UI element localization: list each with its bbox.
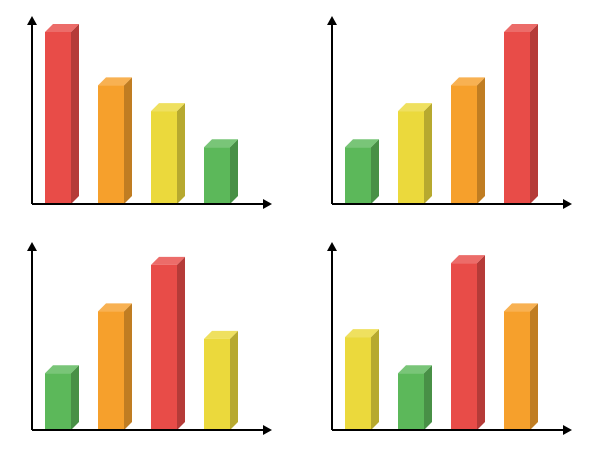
- bar-green: [45, 365, 79, 430]
- bar-side-face: [177, 256, 185, 430]
- bar-front-face: [451, 263, 477, 430]
- bar-orange: [98, 303, 132, 430]
- bar-top-face: [98, 303, 132, 312]
- bar-side-face: [230, 139, 238, 204]
- bar-top-face: [398, 103, 432, 112]
- bar-side-face: [424, 103, 432, 204]
- bar-top-face: [204, 330, 238, 339]
- chart-panel-bottom-right: [327, 242, 572, 435]
- bar-top-face: [451, 255, 485, 264]
- bar-green: [345, 139, 379, 204]
- bar-top-face: [151, 103, 185, 112]
- chart-panel-top-left: [27, 16, 272, 209]
- bar-front-face: [45, 32, 71, 204]
- bar-front-face: [345, 337, 371, 430]
- y-axis-arrow-icon: [27, 242, 37, 251]
- bar-front-face: [98, 85, 124, 204]
- bar-top-face: [504, 24, 538, 32]
- bar-front-face: [398, 373, 424, 430]
- bar-orange: [504, 303, 538, 430]
- bar-side-face: [424, 365, 432, 430]
- bar-top-face: [151, 256, 185, 265]
- bar-yellow: [204, 330, 238, 430]
- bar-side-face: [71, 365, 79, 430]
- bar-red: [151, 256, 185, 430]
- bar-front-face: [45, 373, 71, 430]
- chart-axes: [327, 242, 572, 435]
- bar-side-face: [530, 303, 538, 430]
- chart-axes: [27, 242, 272, 435]
- bar-side-face: [71, 24, 79, 204]
- y-axis-arrow-icon: [27, 16, 37, 25]
- bar-top-face: [98, 77, 132, 86]
- bar-front-face: [504, 311, 530, 430]
- chart-axes: [327, 16, 572, 209]
- bar-green: [204, 139, 238, 204]
- bar-top-face: [345, 329, 379, 338]
- bar-top-face: [204, 139, 238, 148]
- bar-side-face: [371, 139, 379, 204]
- bar-top-face: [345, 139, 379, 148]
- bar-front-face: [98, 311, 124, 430]
- bar-yellow: [398, 103, 432, 204]
- bar-yellow: [151, 103, 185, 204]
- x-axis-arrow-icon: [263, 425, 272, 435]
- bar-front-face: [151, 264, 177, 430]
- bar-side-face: [124, 303, 132, 430]
- bar-green: [398, 365, 432, 430]
- bar-side-face: [371, 329, 379, 430]
- bar-front-face: [151, 111, 177, 204]
- bar-top-face: [398, 365, 432, 374]
- chart-axes: [27, 16, 272, 209]
- bar-red: [504, 24, 538, 204]
- bar-front-face: [204, 147, 230, 204]
- bar-side-face: [230, 330, 238, 430]
- y-axis-arrow-icon: [327, 16, 337, 25]
- bar-top-face: [45, 24, 79, 32]
- bar-front-face: [451, 85, 477, 204]
- bar-top-face: [451, 77, 485, 86]
- bar-red: [45, 24, 79, 204]
- bar-side-face: [124, 77, 132, 204]
- bar-front-face: [504, 32, 530, 204]
- bar-orange: [98, 77, 132, 204]
- bar-top-face: [504, 303, 538, 312]
- x-axis-arrow-icon: [263, 199, 272, 209]
- bar-side-face: [477, 77, 485, 204]
- bar-front-face: [204, 338, 230, 430]
- chart-panel-top-right: [327, 16, 572, 209]
- bar-yellow: [345, 329, 379, 430]
- chart-panel-bottom-left: [27, 242, 272, 435]
- bar-side-face: [477, 255, 485, 430]
- x-axis-arrow-icon: [563, 199, 572, 209]
- bar-side-face: [530, 24, 538, 204]
- bar-front-face: [345, 147, 371, 204]
- y-axis-arrow-icon: [327, 242, 337, 251]
- x-axis-arrow-icon: [563, 425, 572, 435]
- bar-red: [451, 255, 485, 430]
- bar-side-face: [177, 103, 185, 204]
- bar-front-face: [398, 111, 424, 204]
- bar-orange: [451, 77, 485, 204]
- bar-top-face: [45, 365, 79, 374]
